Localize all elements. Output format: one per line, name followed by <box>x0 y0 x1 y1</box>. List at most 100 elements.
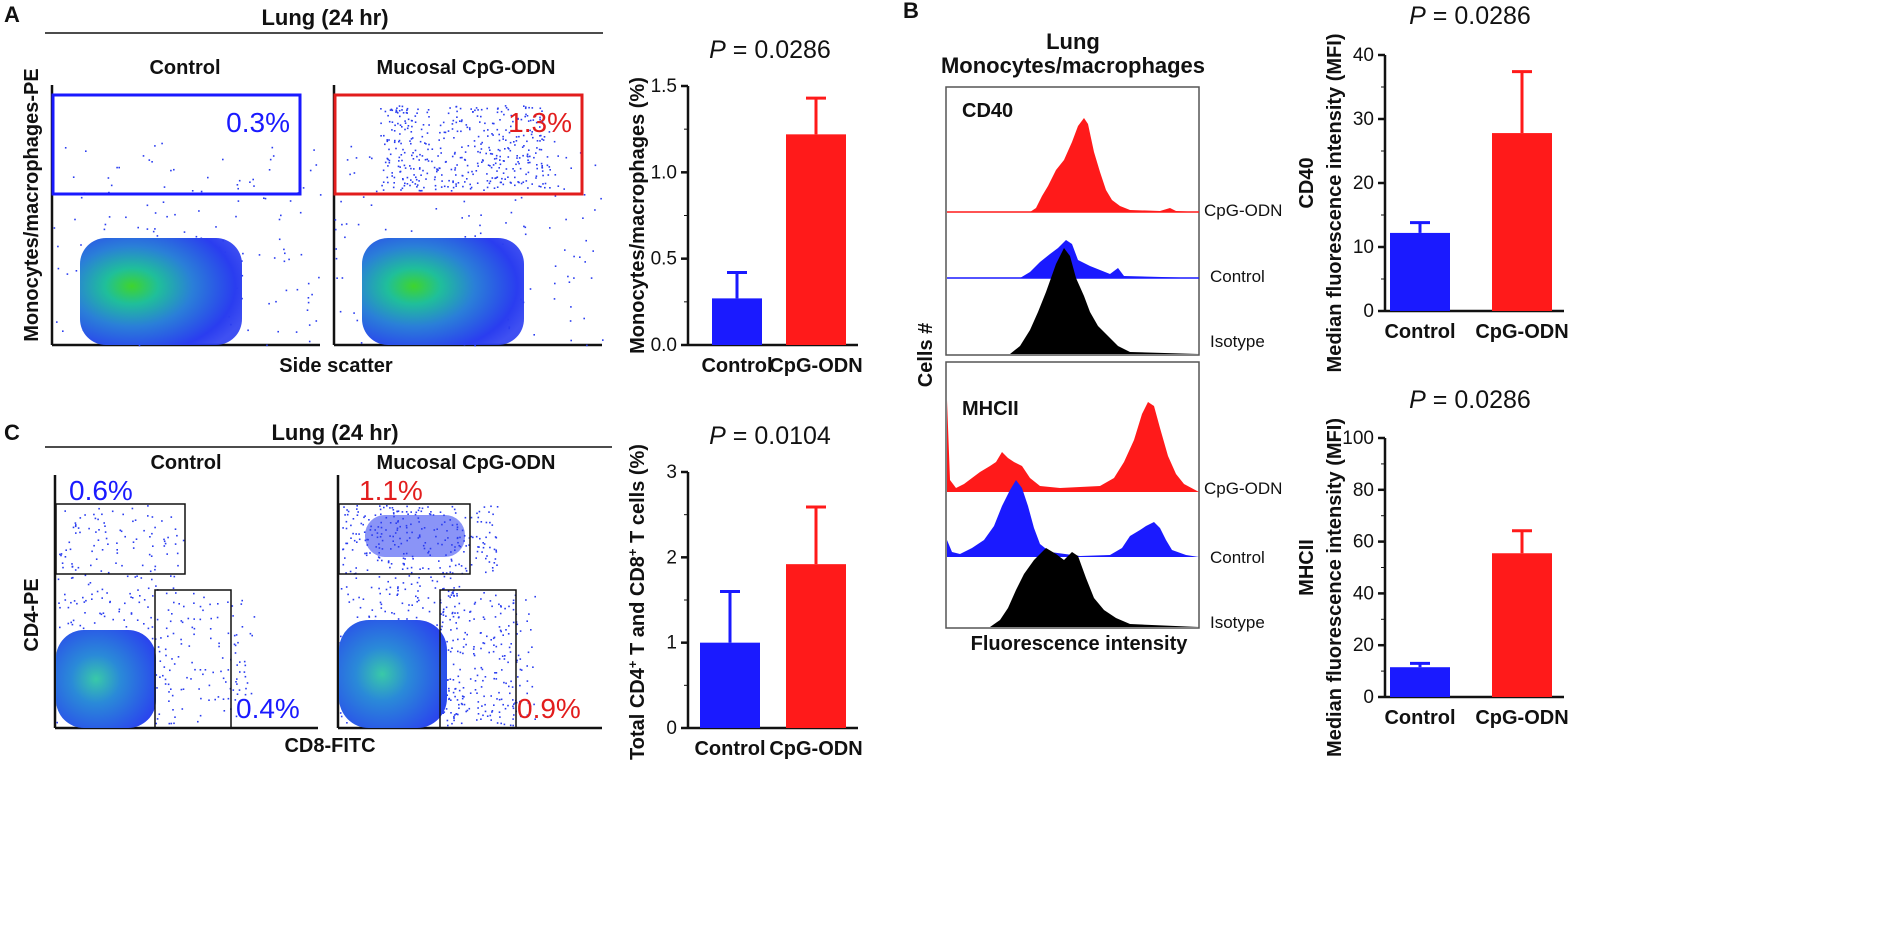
event-dot <box>505 629 507 631</box>
event-dot <box>468 127 471 129</box>
trace-label-cpg: CpG-ODN <box>1204 479 1282 498</box>
event-dot <box>519 658 522 660</box>
event-dot <box>412 152 414 154</box>
event-dot <box>507 156 510 158</box>
event-dot <box>441 621 444 624</box>
event-dot <box>441 625 443 628</box>
event-dot <box>58 602 60 604</box>
event-dot <box>453 719 455 722</box>
trace-label-control: Control <box>1210 548 1265 567</box>
event-dot <box>397 165 400 168</box>
event-dot <box>386 505 388 507</box>
event-dot <box>533 334 535 336</box>
event-dot <box>532 666 534 668</box>
event-dot <box>478 546 480 548</box>
event-dot <box>107 543 109 545</box>
event-dot <box>442 610 445 613</box>
event-dot <box>392 512 395 514</box>
event-dot <box>418 507 421 509</box>
event-dot <box>161 142 163 145</box>
y-tick-label: 3 <box>666 462 677 483</box>
event-dot <box>484 710 487 713</box>
event-dot <box>401 159 403 162</box>
event-dot <box>410 138 413 140</box>
event-dot <box>174 543 177 545</box>
event-dot <box>200 190 203 193</box>
event-dot <box>169 620 172 623</box>
event-dot <box>495 536 498 539</box>
event-dot <box>448 179 450 182</box>
event-dot <box>443 131 446 134</box>
event-dot <box>523 225 525 228</box>
event-dot <box>456 627 458 630</box>
event-dot <box>553 140 556 143</box>
event-dot <box>512 608 515 611</box>
event-dot <box>502 183 505 186</box>
panel-b-title-line2: Monocytes/macrophages <box>941 53 1205 78</box>
event-dot <box>466 164 469 167</box>
event-dot <box>370 586 373 589</box>
event-dot <box>352 518 355 520</box>
event-dot <box>154 568 156 571</box>
p-symbol: P <box>1409 386 1426 414</box>
event-dot <box>493 122 495 125</box>
event-dot <box>507 704 509 707</box>
event-dot <box>514 144 516 146</box>
event-dot <box>151 532 153 535</box>
event-dot <box>62 330 64 332</box>
event-dot <box>483 129 485 132</box>
event-dot <box>549 169 551 171</box>
event-dot <box>233 634 236 637</box>
event-dot <box>464 181 466 183</box>
event-dot <box>399 115 401 118</box>
event-dot <box>396 112 399 114</box>
event-dot <box>512 621 515 624</box>
event-dot <box>387 560 390 563</box>
event-dot <box>405 111 408 114</box>
event-dot <box>382 181 385 183</box>
event-dot <box>131 597 134 599</box>
event-dot <box>82 596 84 599</box>
p-symbol: P <box>1409 2 1426 30</box>
event-dot <box>476 692 478 694</box>
event-dot <box>541 165 543 167</box>
event-dot <box>362 598 365 600</box>
event-dot <box>349 173 351 176</box>
event-dot <box>193 627 196 630</box>
event-dot <box>129 592 131 595</box>
event-dot <box>539 126 541 128</box>
event-dot <box>416 184 419 186</box>
event-dot <box>393 141 396 144</box>
event-dot <box>473 603 476 605</box>
event-dot <box>74 569 77 571</box>
event-dot <box>540 148 543 151</box>
event-dot <box>530 629 532 631</box>
event-dot <box>501 655 504 657</box>
event-dot <box>207 176 209 179</box>
event-dot <box>459 651 462 654</box>
histogram-trace-isotype <box>947 248 1199 354</box>
event-dot <box>235 634 238 636</box>
event-dot <box>152 595 154 597</box>
event-dot <box>171 694 174 697</box>
event-dot <box>474 667 476 670</box>
event-dot <box>529 288 532 290</box>
event-dot <box>541 170 544 172</box>
event-dot <box>520 669 523 671</box>
category-label: CpG-ODN <box>769 738 862 760</box>
event-dot <box>91 593 93 596</box>
event-dot <box>375 190 378 193</box>
event-dot <box>462 646 465 648</box>
event-dot <box>508 625 510 627</box>
event-dot <box>510 211 513 214</box>
event-dot <box>60 554 62 557</box>
event-dot <box>494 162 497 165</box>
event-dot <box>529 155 531 158</box>
category-label: Control <box>1384 707 1455 729</box>
event-dot <box>70 577 73 579</box>
event-dot <box>364 515 366 517</box>
event-dot <box>99 612 101 615</box>
event-dot <box>508 148 510 150</box>
event-dot <box>471 170 473 173</box>
event-dot <box>448 690 450 692</box>
